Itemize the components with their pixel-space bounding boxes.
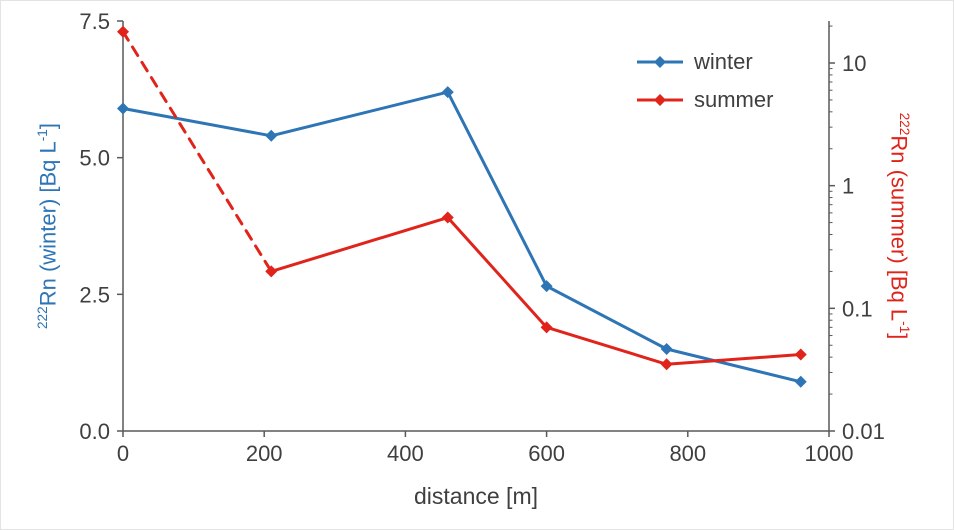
left-axis-title-isotope: 222	[35, 306, 50, 330]
series-winter-marker	[441, 86, 454, 99]
series-summer-segment	[446, 216, 549, 329]
left-axis-title: 222Rn (winter) [Bq L-1]	[35, 122, 61, 330]
legend-item-summer: summer	[635, 87, 773, 113]
legend-label-winter: winter	[694, 49, 753, 74]
left-tick-label: 5.0	[79, 146, 110, 171]
left-tick-label: 0.0	[79, 419, 110, 444]
summer-line-marker-icon	[637, 94, 683, 106]
right-tick-label: 10	[842, 51, 866, 76]
legend: winter summer	[635, 49, 773, 113]
series-summer-marker	[441, 211, 454, 224]
winter-line-marker-icon	[637, 56, 683, 68]
series-winter-marker	[117, 102, 129, 115]
series-winter-marker	[265, 129, 278, 142]
x-tick-label: 0	[117, 441, 129, 466]
series-summer-segment	[545, 325, 669, 366]
series-summer-segment	[121, 30, 273, 273]
series-summer-marker	[117, 25, 129, 38]
legend-item-winter: winter	[635, 49, 773, 75]
x-tick-label: 600	[528, 441, 565, 466]
x-tick-label: 200	[246, 441, 283, 466]
series-winter-segment	[545, 284, 669, 351]
series-winter-segment	[269, 90, 450, 138]
series-winter-marker	[660, 343, 673, 355]
series-summer-segment	[269, 216, 450, 273]
right-tick-label: 0.1	[842, 296, 873, 321]
right-axis-title-isotope: 222	[897, 112, 912, 136]
right-tick-label: 1	[842, 174, 854, 199]
x-tick-label: 1000	[805, 441, 854, 466]
right-axis-title: 222Rn (summer) [Bq L-1]	[886, 112, 912, 340]
series-summer-marker	[540, 321, 553, 334]
series-summer-marker	[794, 348, 807, 361]
series-summer-segment	[665, 353, 803, 366]
x-axis-title: distance [m]	[414, 483, 538, 509]
right-tick-label: 0.01	[842, 419, 885, 444]
series-winter-segment	[665, 347, 803, 384]
series-winter-marker	[540, 280, 553, 293]
series-winter-marker	[794, 375, 807, 388]
left-tick-label: 2.5	[79, 282, 110, 307]
series-summer-marker	[265, 265, 278, 278]
legend-label-summer: summer	[694, 87, 774, 112]
left-tick-label: 7.5	[79, 9, 110, 34]
x-tick-label: 800	[669, 441, 706, 466]
series-summer-marker	[660, 358, 673, 371]
series-winter-segment	[446, 90, 549, 288]
series-winter-segment	[121, 106, 273, 138]
x-tick-label: 400	[387, 441, 424, 466]
